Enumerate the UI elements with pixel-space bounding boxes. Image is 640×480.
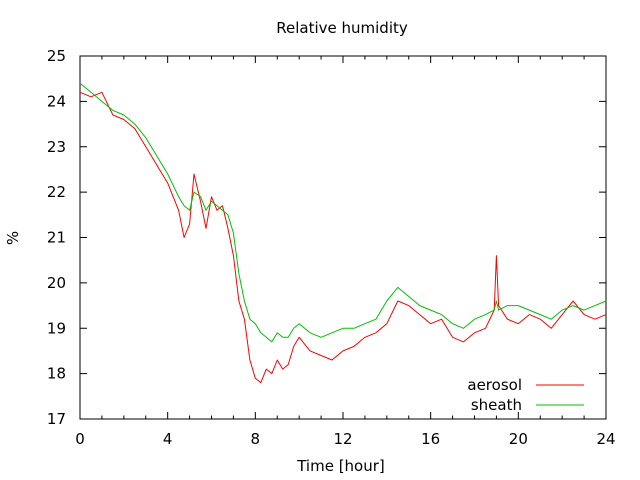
x-tick-label: 0: [75, 430, 85, 448]
x-tick-label: 8: [251, 430, 261, 448]
legend-label-sheath: sheath: [471, 396, 522, 414]
legend: aerosol sheath: [467, 376, 584, 414]
chart-title: Relative humidity: [276, 19, 408, 37]
x-tick-label: 24: [596, 430, 615, 448]
y-axis-label: %: [4, 231, 22, 245]
legend-label-aerosol: aerosol: [467, 376, 522, 394]
x-axis-ticks: 0 4 8 12 16 20 24: [75, 56, 616, 448]
series-line-aerosol: [79, 91, 607, 384]
y-tick-label: 21: [47, 229, 66, 247]
series-line-sheath: [79, 82, 607, 343]
plot-frame: [79, 55, 607, 420]
y-axis-ticks: 17 18 19 20 21 22 23 24 25: [47, 47, 606, 428]
x-tick-label: 20: [509, 430, 528, 448]
x-tick-label: 16: [421, 430, 440, 448]
x-tick-label: 4: [163, 430, 173, 448]
y-tick-label: 20: [47, 274, 66, 292]
plot-border: [79, 55, 607, 420]
y-tick-label: 22: [47, 183, 66, 201]
y-tick-label: 18: [47, 365, 66, 383]
series-lines: [79, 82, 607, 384]
x-axis-label: Time [hour]: [296, 457, 385, 475]
y-tick-label: 23: [47, 138, 66, 156]
y-tick-label: 25: [47, 47, 66, 65]
x-tick-label: 12: [333, 430, 352, 448]
y-tick-label: 17: [47, 410, 66, 428]
y-tick-label: 19: [47, 319, 66, 337]
y-tick-label: 24: [47, 92, 66, 110]
